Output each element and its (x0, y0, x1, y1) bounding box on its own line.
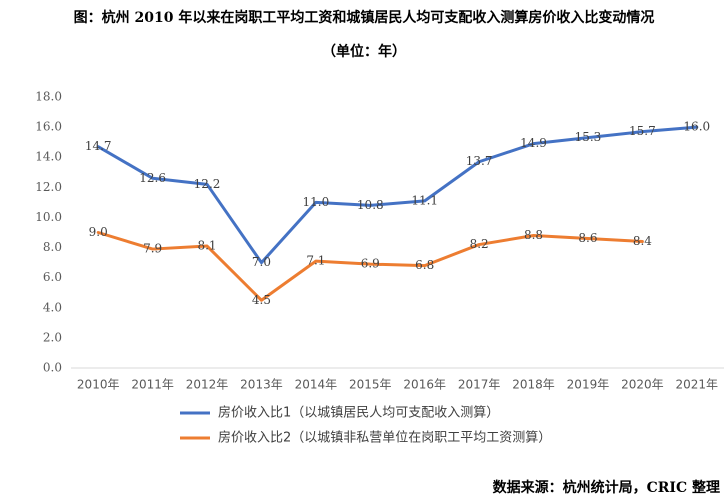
data-label: 15.7 (629, 124, 656, 138)
data-label: 10.8 (357, 198, 384, 212)
x-tick-label: 2020年 (621, 378, 664, 392)
x-tick-label: 2017年 (458, 378, 501, 392)
data-label: 8.6 (578, 231, 597, 245)
y-tick-label: 16.0 (35, 120, 62, 134)
data-label: 12.6 (139, 171, 166, 185)
x-tick-label: 2018年 (512, 378, 555, 392)
x-tick-label: 2010年 (77, 378, 120, 392)
x-tick-label: 2015年 (349, 378, 392, 392)
data-label: 4.5 (252, 293, 271, 307)
y-tick-label: 12.0 (35, 180, 62, 194)
y-tick-label: 18.0 (35, 90, 62, 104)
data-label: 11.0 (303, 195, 330, 209)
x-tick-label: 2011年 (131, 378, 174, 392)
x-tick-label: 2016年 (403, 378, 446, 392)
data-label: 12.2 (194, 177, 221, 191)
data-label: 8.8 (524, 228, 543, 242)
y-tick-label: 10.0 (35, 210, 62, 224)
data-label: 16.0 (683, 120, 710, 134)
y-tick-label: 0.0 (43, 361, 62, 375)
data-label: 8.2 (470, 237, 489, 251)
y-tick-label: 4.0 (43, 300, 62, 314)
series-line (96, 125, 699, 265)
x-tick-label: 2013年 (240, 378, 283, 392)
data-label: 9.0 (89, 225, 108, 239)
data-label: 7.1 (306, 254, 325, 268)
legend-label: 房价收入比2（以城镇非私营单位在岗职工平均工资测算） (218, 430, 551, 446)
data-label: 14.7 (85, 139, 112, 153)
data-label: 7.9 (143, 242, 162, 256)
x-tick-label: 2021年 (676, 378, 719, 392)
legend-label: 房价收入比1（以城镇居民人均可支配收入测算） (218, 405, 499, 421)
data-label: 15.3 (575, 130, 602, 144)
chart-title: 图：杭州 2010 年以来在岗职工平均工资和城镇居民人均可支配收入测算房价收入比… (74, 9, 655, 26)
series-line (96, 231, 644, 302)
source-note: 数据来源：杭州统计局，CRIC 整理 (493, 479, 720, 496)
y-tick-label: 8.0 (43, 240, 62, 254)
x-tick-label: 2012年 (186, 378, 229, 392)
y-tick-label: 2.0 (43, 330, 62, 344)
data-label: 7.0 (252, 255, 271, 269)
data-label: 13.7 (466, 154, 493, 168)
data-label: 11.1 (411, 193, 438, 207)
x-tick-label: 2014年 (295, 378, 338, 392)
x-tick-label: 2019年 (567, 378, 610, 392)
data-label: 8.1 (197, 239, 216, 253)
data-label: 14.9 (520, 136, 547, 150)
data-label: 6.9 (361, 257, 380, 271)
data-label: 6.8 (415, 258, 434, 272)
chart-subtitle: （单位：年） (322, 43, 406, 60)
y-tick-label: 14.0 (35, 150, 62, 164)
data-label: 8.4 (633, 234, 652, 248)
y-tick-label: 6.0 (43, 270, 62, 284)
